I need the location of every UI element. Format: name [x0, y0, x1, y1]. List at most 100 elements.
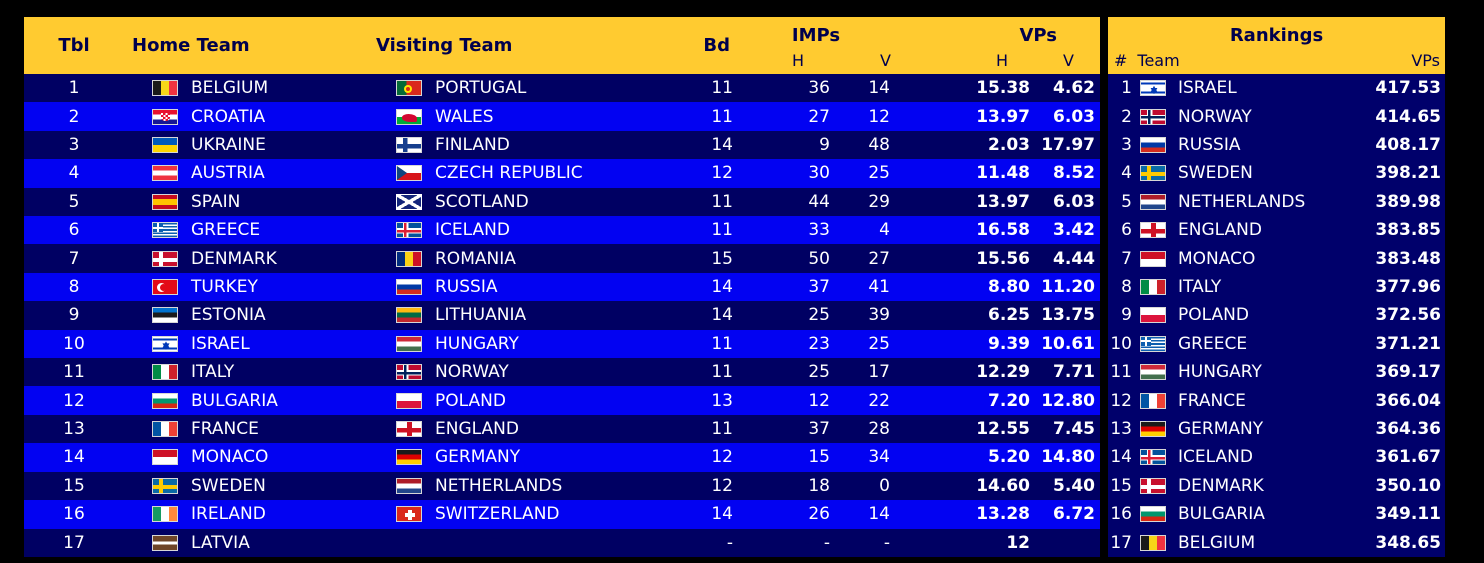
ranking-row: 16 BULGARIA 349.11	[1108, 500, 1445, 529]
result-row: 17 LATVIA - - - 12	[24, 528, 1100, 557]
imps-home-value: 25	[808, 362, 830, 383]
rank-number: 13	[1110, 419, 1132, 440]
vps-home-value: 14.60	[976, 475, 1030, 496]
rank-flag-slot	[1140, 222, 1166, 239]
home-team-name: FRANCE	[191, 419, 259, 440]
norway-flag-icon	[1140, 108, 1166, 125]
boards-value: 11	[711, 362, 733, 383]
england-flag-icon	[396, 421, 422, 438]
result-row: 15 SWEDEN NETHERLANDS 12 18 0 14.60 5.40	[24, 471, 1100, 501]
poland-flag-icon	[1140, 307, 1166, 324]
column-header-bd: Bd	[703, 35, 730, 56]
vps-visiting-value: 4.44	[1053, 248, 1095, 269]
subheader-imps-home: H	[791, 51, 804, 70]
vps-visiting-value: 10.61	[1041, 333, 1095, 354]
vps-visiting-value: 3.42	[1053, 220, 1095, 241]
croatia-flag-icon	[152, 108, 178, 125]
vps-visiting-value: 6.03	[1053, 106, 1095, 127]
visiting-team-name: ENGLAND	[435, 419, 519, 440]
rank-number: 1	[1121, 78, 1132, 99]
ranking-team-name: NORWAY	[1178, 106, 1252, 127]
vps-visiting-value: 4.62	[1053, 78, 1095, 99]
tbl-number: 14	[63, 447, 85, 468]
home-team-cell: SPAIN	[124, 188, 368, 216]
ranking-team-name: MONACO	[1178, 248, 1256, 269]
ranking-team-name: NETHERLANDS	[1178, 191, 1306, 212]
rank-number: 10	[1110, 333, 1132, 354]
vps-visiting-value: 7.71	[1053, 362, 1095, 383]
ranking-row: 9 POLAND 372.56	[1108, 301, 1445, 330]
tbl-number: 16	[63, 504, 85, 525]
italy-flag-icon	[1140, 279, 1166, 296]
ranking-row: 1 ISRAEL 417.53	[1108, 74, 1445, 103]
rank-flag-slot	[1140, 307, 1166, 324]
subheader-vps-home: H	[995, 51, 1008, 70]
rank-number: 16	[1110, 504, 1132, 525]
visiting-team-cell: ROMANIA	[368, 244, 622, 272]
imps-visiting-value: 39	[868, 305, 890, 326]
imps-home-value: 44	[808, 191, 830, 212]
imps-home-value: 18	[808, 475, 830, 496]
denmark-flag-icon	[1140, 477, 1166, 494]
ranking-vps-value: 361.67	[1375, 447, 1441, 468]
ranking-row: 10 GREECE 371.21	[1108, 329, 1445, 359]
ranking-row: 4 SWEDEN 398.21	[1108, 159, 1445, 188]
israel-flag-icon	[1140, 80, 1166, 97]
visiting-team-cell: WALES	[368, 102, 622, 130]
imps-visiting-value: 12	[868, 106, 890, 127]
home-team-cell: GREECE	[124, 216, 368, 244]
visiting-team-cell	[368, 529, 622, 557]
france-flag-icon	[152, 421, 178, 438]
ranking-team-name: ITALY	[1178, 277, 1222, 298]
visiting-team-cell: POLAND	[368, 386, 622, 414]
visiting-team-name: SCOTLAND	[435, 191, 529, 212]
rankings-body: 1 ISRAEL 417.53 2 NORWAY 414.65 3 RUSSIA 408.17 4…	[1108, 74, 1445, 557]
tbl-number: 10	[63, 333, 85, 354]
home-team-cell: BELGIUM	[124, 74, 368, 102]
home-team-cell: SWEDEN	[124, 472, 368, 500]
rank-number: 3	[1121, 135, 1132, 156]
estonia-flag-icon	[152, 307, 178, 324]
boards-value: 14	[711, 504, 733, 525]
hungary-flag-icon	[396, 335, 422, 352]
vps-visiting-value: 6.03	[1053, 191, 1095, 212]
visiting-team-cell: CZECH REPUBLIC	[368, 159, 622, 187]
ranking-vps-value: 389.98	[1375, 191, 1441, 212]
visiting-team-cell: ENGLAND	[368, 415, 622, 443]
home-team-name: AUSTRIA	[191, 163, 265, 184]
denmark-flag-icon	[152, 250, 178, 267]
ukraine-flag-icon	[152, 137, 178, 154]
rank-flag-slot	[1140, 449, 1166, 466]
visiting-team-cell: SCOTLAND	[368, 188, 622, 216]
ranking-vps-value: 350.10	[1375, 475, 1441, 496]
result-row: 1 BELGIUM PORTUGAL 11 36 14 15.38 4.62	[24, 74, 1100, 103]
imps-visiting-value: 25	[868, 333, 890, 354]
imps-visiting-value: 28	[868, 419, 890, 440]
imps-visiting-value: 14	[868, 78, 890, 99]
ranking-team-name: BULGARIA	[1178, 504, 1265, 525]
rank-flag-slot	[1140, 165, 1166, 182]
visiting-team-name: SWITZERLAND	[435, 504, 560, 525]
rank-number: 2	[1121, 106, 1132, 127]
column-header-tbl: Tbl	[58, 35, 90, 56]
vps-home-value: 13.97	[976, 191, 1030, 212]
imps-visiting-value: 25	[868, 163, 890, 184]
home-team-cell: LATVIA	[124, 529, 368, 557]
rank-flag-slot	[1140, 534, 1166, 551]
home-team-name: UKRAINE	[191, 135, 266, 156]
home-team-name: CROATIA	[191, 106, 266, 127]
lithuania-flag-icon	[396, 307, 422, 324]
ranking-team-name: ISRAEL	[1178, 78, 1237, 99]
home-team-cell: ISRAEL	[124, 330, 368, 358]
result-row: 13 FRANCE ENGLAND 11 37 28 12.55 7.45	[24, 414, 1100, 444]
home-team-cell: ITALY	[124, 358, 368, 386]
visiting-team-cell: SWITZERLAND	[368, 500, 622, 528]
israel-flag-icon	[152, 335, 178, 352]
ranking-row: 8 ITALY 377.96	[1108, 272, 1445, 302]
home-team-name: LATVIA	[191, 532, 250, 553]
imps-home-value: 36	[808, 78, 830, 99]
germany-flag-icon	[1140, 421, 1166, 438]
ranking-team-name: GREECE	[1178, 333, 1248, 354]
result-row: 5 SPAIN SCOTLAND 11 44 29 13.97 6.03	[24, 187, 1100, 217]
rankings-subheader: # Team VPs	[1108, 47, 1445, 74]
